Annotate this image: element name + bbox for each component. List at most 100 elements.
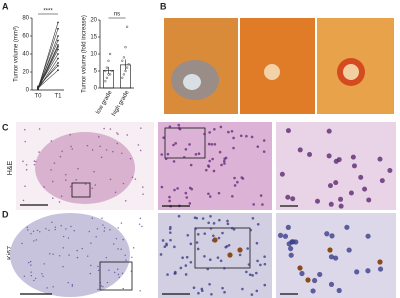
cell xyxy=(142,193,144,195)
cell xyxy=(209,214,212,218)
point xyxy=(57,53,59,55)
cell xyxy=(216,256,220,259)
cell xyxy=(115,237,118,240)
cell xyxy=(324,231,330,237)
cell xyxy=(139,290,141,292)
cell xyxy=(62,235,65,238)
positive-nucleus xyxy=(305,277,311,283)
y-tick-label: 0 xyxy=(94,86,98,92)
cell xyxy=(97,136,100,138)
cell xyxy=(226,222,230,226)
cell xyxy=(51,221,53,223)
point xyxy=(105,66,108,69)
cell xyxy=(64,173,67,176)
cell xyxy=(232,136,235,140)
cell xyxy=(189,260,193,264)
positive-nucleus xyxy=(227,252,233,258)
cell xyxy=(231,195,234,198)
cell xyxy=(172,160,176,163)
cell xyxy=(176,187,179,190)
cell xyxy=(338,196,344,202)
cell xyxy=(109,229,111,231)
cell xyxy=(67,282,69,284)
cell xyxy=(90,264,92,267)
cell xyxy=(76,256,79,259)
cell xyxy=(88,230,90,233)
y-tick-label: 20 xyxy=(22,70,29,76)
cell xyxy=(245,270,248,274)
cell xyxy=(366,197,372,203)
pair-line xyxy=(37,28,59,89)
cell xyxy=(195,241,199,244)
cell xyxy=(220,163,223,167)
cell xyxy=(90,242,92,244)
cell xyxy=(139,127,142,129)
cell xyxy=(188,143,191,146)
cell xyxy=(125,259,127,261)
cell xyxy=(251,216,255,220)
pair-line xyxy=(37,53,59,88)
cell xyxy=(230,129,234,133)
cell xyxy=(327,183,333,189)
x-tick-label: low grade xyxy=(95,89,114,115)
cell xyxy=(185,196,189,199)
cell xyxy=(293,239,299,245)
cell xyxy=(169,231,172,234)
point xyxy=(121,59,124,62)
cell xyxy=(351,163,357,169)
micrograph xyxy=(158,213,272,298)
cell xyxy=(108,269,110,271)
cell xyxy=(50,140,53,142)
cell xyxy=(112,243,115,245)
cell xyxy=(33,240,35,242)
cell xyxy=(86,144,89,147)
cell xyxy=(114,271,116,274)
cell xyxy=(212,169,216,173)
cell xyxy=(256,222,260,226)
y-tick-label: 80 xyxy=(22,16,29,22)
cell xyxy=(208,195,212,198)
cell xyxy=(354,269,360,275)
cell xyxy=(255,289,259,293)
cell xyxy=(200,287,204,291)
cell xyxy=(168,199,171,203)
cell xyxy=(213,127,216,131)
cell xyxy=(181,256,184,259)
cell xyxy=(194,153,198,156)
y-tick-label: 20 xyxy=(90,18,97,24)
cell xyxy=(208,282,211,286)
cell xyxy=(58,201,61,203)
cell xyxy=(249,228,252,232)
cell xyxy=(131,256,133,259)
cell xyxy=(106,281,109,284)
cell xyxy=(30,271,32,273)
cell xyxy=(279,171,285,177)
cell xyxy=(121,152,123,155)
cell xyxy=(218,218,221,222)
cell xyxy=(126,134,129,136)
cell xyxy=(34,277,37,280)
cell xyxy=(48,229,50,232)
cell xyxy=(209,227,213,230)
stain-label: H&E xyxy=(7,160,14,175)
cell xyxy=(60,225,62,227)
cell xyxy=(52,253,54,255)
cell xyxy=(326,153,332,159)
cell xyxy=(42,275,44,278)
cell xyxy=(226,219,229,223)
cell xyxy=(204,168,208,172)
cell xyxy=(203,232,207,235)
cell xyxy=(141,186,144,188)
cell xyxy=(177,214,181,218)
cell xyxy=(117,227,119,229)
cell xyxy=(122,182,125,185)
cell xyxy=(52,197,54,200)
positive-nucleus xyxy=(237,247,243,253)
cell xyxy=(97,265,99,268)
point xyxy=(110,69,113,73)
cell xyxy=(195,216,199,220)
cell xyxy=(189,242,193,246)
cell xyxy=(233,176,236,180)
cell xyxy=(238,253,242,257)
